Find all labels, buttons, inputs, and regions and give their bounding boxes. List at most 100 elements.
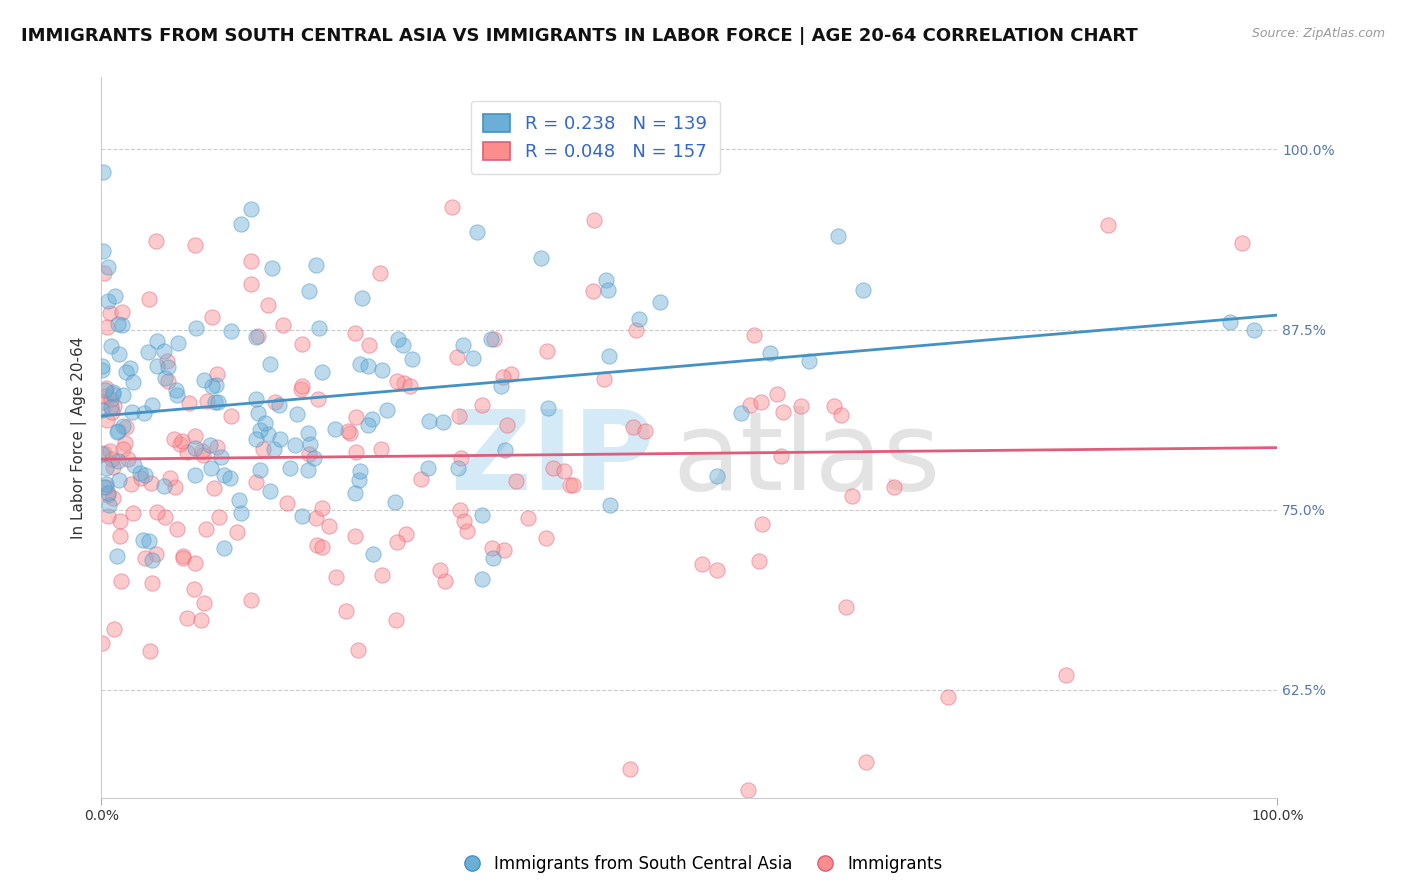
- Point: [797, 353, 820, 368]
- Point: [103, 399, 125, 413]
- Point: [748, 554, 770, 568]
- Point: [560, 478, 582, 492]
- Point: [91, 447, 114, 461]
- Point: [94, 480, 117, 494]
- Point: [385, 534, 408, 549]
- Point: [489, 379, 512, 393]
- Point: [465, 226, 488, 240]
- Point: [298, 447, 321, 461]
- Point: [311, 501, 333, 516]
- Point: [432, 415, 454, 429]
- Point: [257, 427, 280, 442]
- Point: [790, 399, 813, 413]
- Point: [103, 384, 125, 399]
- Point: [706, 468, 728, 483]
- Point: [530, 251, 553, 265]
- Point: [157, 374, 180, 388]
- Point: [138, 533, 160, 548]
- Point: [453, 338, 475, 352]
- Point: [204, 395, 226, 409]
- Point: [536, 343, 558, 358]
- Point: [449, 502, 471, 516]
- Point: [120, 477, 142, 491]
- Point: [479, 333, 502, 347]
- Point: [759, 346, 782, 360]
- Point: [335, 604, 357, 618]
- Point: [375, 403, 398, 417]
- Point: [91, 395, 114, 409]
- Point: [690, 558, 713, 572]
- Point: [176, 445, 198, 459]
- Point: [308, 321, 330, 335]
- Point: [138, 292, 160, 306]
- Point: [441, 200, 464, 214]
- Point: [202, 481, 225, 495]
- Point: [357, 418, 380, 433]
- Point: [356, 359, 378, 374]
- Point: [107, 473, 129, 487]
- Point: [245, 432, 267, 446]
- Point: [101, 459, 124, 474]
- Point: [276, 496, 298, 510]
- Point: [269, 398, 291, 412]
- Point: [190, 443, 212, 458]
- Point: [209, 450, 232, 464]
- Point: [94, 476, 117, 491]
- Point: [172, 549, 194, 563]
- Point: [494, 442, 516, 457]
- Point: [208, 510, 231, 524]
- Point: [212, 541, 235, 556]
- Point: [96, 413, 118, 427]
- Point: [145, 234, 167, 248]
- Point: [1054, 668, 1077, 682]
- Point: [122, 458, 145, 472]
- Point: [112, 442, 135, 457]
- Point: [1097, 218, 1119, 232]
- Point: [359, 338, 381, 352]
- Point: [166, 523, 188, 537]
- Point: [463, 351, 485, 365]
- Point: [108, 528, 131, 542]
- Point: [738, 398, 761, 412]
- Point: [207, 395, 229, 409]
- Point: [101, 491, 124, 505]
- Point: [91, 363, 114, 377]
- Point: [163, 432, 186, 446]
- Point: [283, 438, 305, 452]
- Point: [307, 392, 329, 406]
- Point: [349, 357, 371, 371]
- Point: [496, 417, 519, 432]
- Point: [936, 690, 959, 704]
- Point: [1243, 322, 1265, 336]
- Point: [271, 318, 294, 332]
- Point: [245, 392, 267, 406]
- Point: [153, 370, 176, 384]
- Point: [344, 444, 367, 458]
- Point: [269, 432, 291, 446]
- Point: [325, 569, 347, 583]
- Point: [339, 425, 361, 440]
- Point: [245, 475, 267, 489]
- Point: [219, 409, 242, 423]
- Point: [766, 386, 789, 401]
- Text: ZIP: ZIP: [450, 406, 654, 513]
- Point: [184, 429, 207, 443]
- Point: [231, 507, 253, 521]
- Point: [302, 450, 325, 465]
- Point: [228, 493, 250, 508]
- Point: [305, 258, 328, 272]
- Point: [278, 461, 301, 475]
- Point: [482, 550, 505, 565]
- Point: [93, 446, 115, 460]
- Point: [245, 330, 267, 344]
- Point: [346, 642, 368, 657]
- Point: [260, 260, 283, 275]
- Legend: Immigrants from South Central Asia, Immigrants: Immigrants from South Central Asia, Immi…: [457, 848, 949, 880]
- Point: [450, 450, 472, 465]
- Point: [627, 312, 650, 326]
- Point: [239, 277, 262, 291]
- Point: [103, 622, 125, 636]
- Point: [100, 392, 122, 406]
- Point: [259, 357, 281, 371]
- Point: [841, 489, 863, 503]
